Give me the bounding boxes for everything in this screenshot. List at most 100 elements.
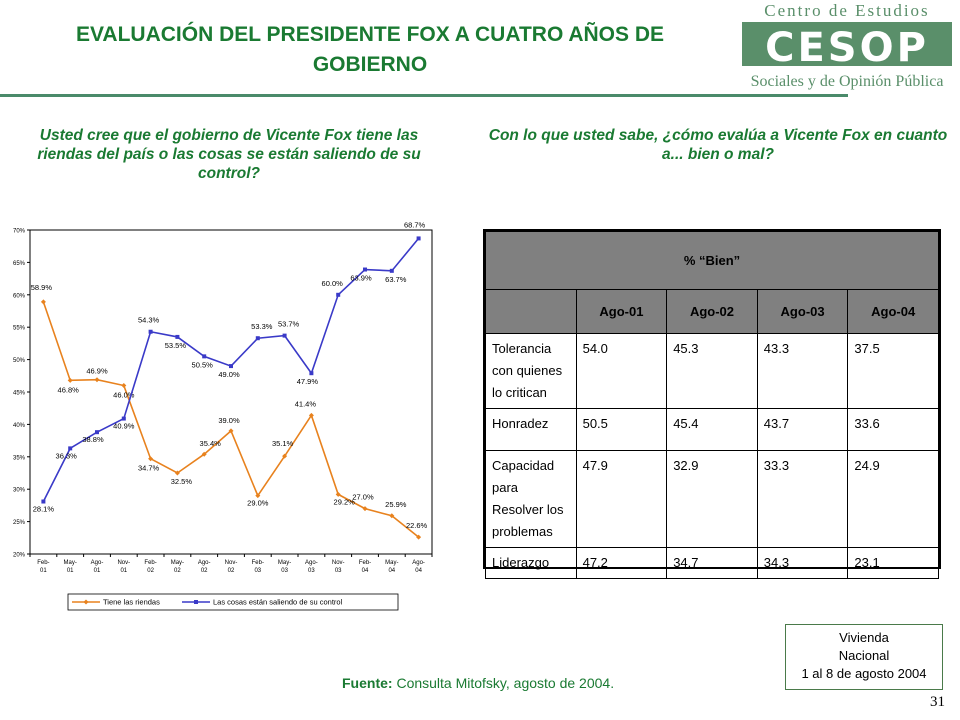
data-point: [121, 383, 127, 389]
table-cell: 43.7: [756, 408, 849, 451]
data-point: [121, 416, 126, 421]
column-header: Ago-01: [575, 289, 668, 334]
x-tick-label: 03: [308, 568, 315, 574]
data-label: 46.9%: [86, 367, 108, 376]
x-tick-label: May-: [385, 560, 398, 566]
data-point: [308, 412, 314, 418]
data-label: 36.3%: [56, 451, 78, 460]
source-label: Fuente:: [342, 675, 393, 691]
table-row: Tolerancia con quienes lo critican 54.0 …: [485, 333, 939, 409]
data-point: [95, 430, 99, 435]
source-text: Consulta Mitofsky, agosto de 2004.: [392, 675, 615, 691]
x-tick-label: May-: [278, 560, 291, 566]
table-cell: 34.7: [666, 547, 758, 579]
survey-note-box: Vivienda Nacional 1 al 8 de agosto 2004: [785, 624, 943, 690]
evaluation-table: % “Bien” Ago-01 Ago-02 Ago-03 Ago-04 Tol…: [483, 229, 941, 579]
data-label: 41.4%: [295, 399, 317, 408]
data-label: 38.8%: [82, 435, 104, 444]
x-tick-label: Nov-: [225, 560, 238, 566]
plot-area: [29, 229, 433, 555]
legend-marker: [83, 599, 89, 605]
data-label: 47.9%: [297, 377, 319, 386]
x-tick-label: Ago-: [91, 560, 104, 566]
data-point: [228, 428, 234, 434]
page-title: EVALUACIÓN DEL PRESIDENTE FOX A CUATRO A…: [75, 23, 665, 76]
data-label: 28.1%: [33, 505, 55, 514]
data-label: 63.7%: [385, 275, 407, 284]
y-tick-label: 30%: [13, 488, 26, 494]
data-label: 50.5%: [192, 360, 214, 369]
data-label: 27.0%: [352, 493, 374, 502]
x-tick-label: Feb-: [359, 560, 371, 566]
x-tick-label: 04: [388, 568, 395, 574]
x-tick-label: 02: [174, 568, 181, 574]
table-cell: 37.5: [847, 333, 939, 409]
y-tick-label: 65%: [13, 261, 26, 267]
table-cell: 47.2: [575, 547, 668, 579]
source-note: Fuente: Consulta Mitofsky, agosto de 200…: [342, 675, 614, 691]
table-cell: 33.6: [847, 408, 939, 451]
data-label: 53.3%: [251, 322, 273, 331]
data-label: 60.0%: [322, 279, 344, 288]
data-point: [40, 299, 46, 305]
data-point: [229, 364, 233, 369]
x-tick-label: Feb-: [252, 560, 264, 566]
data-point: [148, 329, 153, 334]
note-line3: 1 al 8 de agosto 2004: [801, 666, 927, 681]
x-tick-label: Ago-: [412, 560, 425, 566]
legend-label: Tiene las riendas: [103, 598, 160, 607]
data-label: 63.9%: [350, 274, 372, 283]
data-label: 68.7%: [404, 220, 426, 229]
y-tick-label: 70%: [13, 229, 26, 235]
y-tick-label: 40%: [13, 423, 26, 429]
data-label: 29.2%: [334, 497, 356, 506]
data-point: [335, 491, 341, 497]
question-left: Usted cree que el gobierno de Vicente Fo…: [37, 127, 421, 182]
data-label: 29.0%: [247, 499, 269, 508]
table-cell: 47.9: [575, 450, 668, 548]
line-chart: 20% 25% 30% 35% 40% 45% 50% 55% 60% 65% 70% Feb- 01 M…: [13, 220, 433, 611]
table-cell: 54.0: [575, 333, 668, 409]
data-point: [202, 354, 207, 359]
y-tick-label: 50%: [13, 358, 26, 364]
title-divider: [0, 94, 848, 97]
data-label: 46.8%: [58, 385, 80, 394]
data-point: [389, 268, 394, 273]
data-point: [362, 506, 368, 512]
data-point: [148, 456, 154, 462]
y-tick-label: 25%: [13, 520, 26, 526]
logo-acronym: CESOP: [765, 25, 929, 71]
table-cell: 23.1: [847, 547, 939, 579]
logo-line1: Centro de Estudios: [764, 1, 929, 20]
data-point: [67, 377, 73, 383]
x-tick-label: Feb-: [37, 560, 49, 566]
data-label: 39.0%: [218, 416, 240, 425]
x-tick-label: Nov-: [332, 560, 345, 566]
x-tick-label: Ago-: [198, 560, 211, 566]
data-point: [255, 493, 261, 499]
data-point: [416, 534, 422, 540]
row-label: Tolerancia con quienes lo critican: [485, 333, 577, 409]
data-label: 53.7%: [278, 320, 300, 329]
data-label: 40.9%: [113, 422, 135, 431]
table-corner: [485, 289, 577, 334]
column-header: Ago-04: [847, 289, 939, 334]
y-tick-label: 35%: [13, 455, 26, 461]
logo-line2: Sociales y de Opinión Pública: [751, 73, 944, 90]
x-tick-label: May-: [171, 560, 184, 566]
cesop-logo: Centro de Estudios CESOP Sociales y de O…: [742, 1, 952, 90]
table-cell: 45.4: [666, 408, 758, 451]
x-tick-label: 02: [201, 568, 208, 574]
table-cell: 43.3: [756, 333, 849, 409]
data-point: [175, 334, 180, 339]
table-cell: 45.3: [666, 333, 758, 409]
data-label: 54.3%: [138, 316, 160, 325]
data-label: 25.9%: [385, 500, 407, 509]
data-point: [255, 336, 260, 341]
note-line2: Nacional: [838, 648, 890, 663]
data-label: 58.9%: [31, 283, 53, 292]
table-cell: 32.9: [666, 450, 758, 548]
note-line1: Vivienda: [839, 630, 889, 645]
table-cell: 33.3: [756, 450, 849, 548]
legend-marker: [194, 600, 198, 604]
